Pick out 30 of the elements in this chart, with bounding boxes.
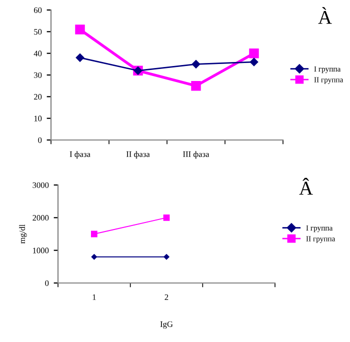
y-tick-label: 2000 bbox=[32, 215, 49, 221]
point bbox=[191, 80, 201, 91]
y-tick-label: 20 bbox=[34, 94, 42, 100]
y-tick-label: 1000 bbox=[33, 248, 49, 254]
text: Â bbox=[299, 178, 313, 195]
y-tick-label: 40 bbox=[34, 50, 42, 56]
y-tick-label: 0 bbox=[38, 137, 42, 143]
x-tick-label: II фаза bbox=[126, 151, 150, 159]
point bbox=[90, 230, 98, 238]
x-tick-label: I фаза bbox=[70, 151, 90, 159]
y-tick-label: 30 bbox=[34, 72, 42, 78]
x-tick-label: 2 bbox=[164, 294, 168, 300]
y-tick-label: 50 bbox=[34, 29, 42, 35]
x-tick-label: III фаза bbox=[183, 151, 210, 159]
point bbox=[76, 54, 84, 62]
point bbox=[164, 254, 170, 260]
x-tick-label: 1 bbox=[92, 294, 96, 300]
point bbox=[249, 48, 259, 58]
point bbox=[91, 254, 97, 260]
point bbox=[192, 60, 200, 68]
point bbox=[250, 58, 258, 66]
point bbox=[75, 24, 85, 34]
y-tick-label: 3000 bbox=[32, 182, 49, 188]
point bbox=[163, 214, 170, 221]
text: À bbox=[318, 7, 332, 24]
y-axis-title: mg/dl bbox=[19, 224, 27, 244]
y-tick-label: 60 bbox=[34, 7, 42, 13]
y-tick-label: 10 bbox=[34, 116, 42, 122]
y-tick-label: 0 bbox=[45, 280, 49, 286]
x-axis-title: IgG bbox=[160, 321, 173, 329]
